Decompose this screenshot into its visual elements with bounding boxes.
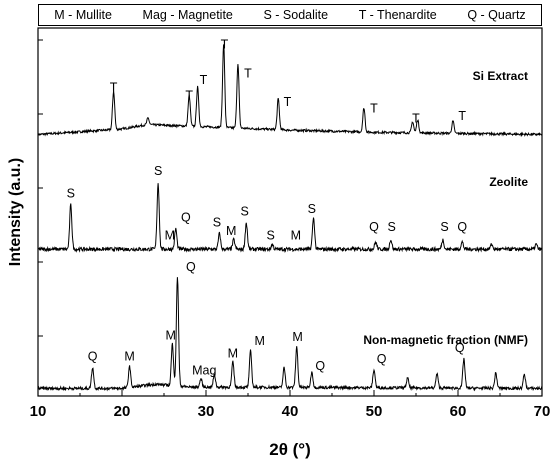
peak-label: M [226, 224, 236, 238]
peak-label: T [370, 102, 378, 116]
legend-item-mullite: M - Mullite [54, 8, 112, 22]
legend-item-thenardite: T - Thenardite [358, 8, 437, 22]
peak-label: S [267, 229, 275, 243]
series-label-nmf: Non-magnetic fraction (NMF) [363, 333, 528, 347]
peak-label: S [387, 220, 395, 234]
peak-label: T [185, 88, 193, 102]
peak-label: M [166, 328, 176, 342]
x-tick-label: 10 [30, 403, 47, 420]
y-axis-label: Intensity (a.u.) [7, 158, 24, 266]
legend-item-sodalite: S - Sodalite [263, 8, 329, 22]
peak-label: T [221, 38, 229, 52]
x-tick-label: 60 [450, 403, 467, 420]
series-trace [37, 277, 543, 392]
peak-label: S [154, 164, 162, 178]
peak-label: Q [315, 359, 325, 373]
peak-label: S [308, 202, 316, 216]
x-tick-label: 40 [282, 403, 299, 420]
peak-label: T [110, 81, 118, 95]
peak-label: Q [186, 260, 196, 274]
peak-label: T [244, 66, 252, 80]
peak-label: Q [457, 220, 467, 234]
peak-label: M [165, 229, 175, 243]
peak-label: S [67, 187, 75, 201]
legend-item-magnetite: Mag - Magnetite [142, 8, 233, 22]
x-tick-label: 70 [534, 403, 550, 420]
x-axis: 10 20 30 40 50 60 70 [30, 390, 550, 420]
series-label-zeolite: Zeolite [489, 175, 528, 189]
x-tick-label: 50 [366, 403, 383, 420]
peak-label: Q [369, 220, 379, 234]
y-axis-ticks [38, 39, 43, 337]
x-axis-label: 2θ (°) [269, 440, 311, 459]
peak-label: Q [181, 211, 191, 225]
legend-item-quartz: Q - Quartz [467, 8, 526, 22]
peak-label: S [440, 220, 448, 234]
peak-label: T [284, 95, 292, 109]
peak-label: Q [88, 349, 98, 363]
peak-label: Mag [192, 363, 216, 377]
traces [37, 44, 543, 392]
peak-label: T [458, 109, 466, 123]
peak-label: M [228, 347, 238, 361]
peak-label: S [213, 215, 221, 229]
series-trace [37, 44, 543, 138]
peak-label: M [124, 349, 134, 363]
x-tick-label: 30 [198, 403, 215, 420]
peak-label: Q [377, 352, 387, 366]
x-tick-label: 20 [114, 403, 131, 420]
peak-label: M [292, 330, 302, 344]
legend: M - Mullite Mag - Magnetite S - Sodalite… [38, 4, 542, 26]
peak-label: Q [455, 341, 465, 355]
peak-label: M [255, 334, 265, 348]
peak-label: T [412, 111, 420, 125]
peak-label: T [200, 73, 208, 87]
series-label-si-extract: Si Extract [473, 69, 528, 83]
peak-label: M [291, 229, 301, 243]
peak-label: S [240, 205, 248, 219]
series-trace [37, 183, 543, 253]
